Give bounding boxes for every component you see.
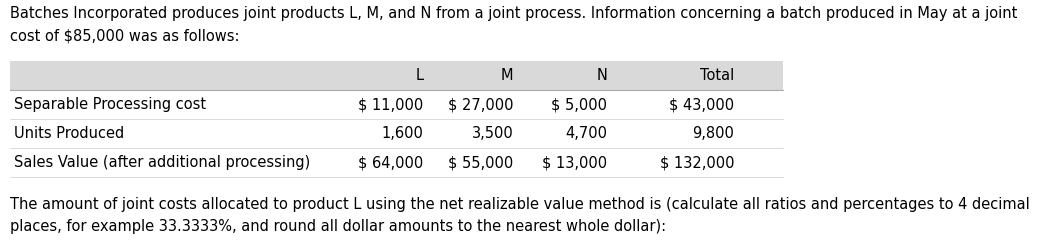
Text: The amount of joint costs allocated to product L using the net realizable value : The amount of joint costs allocated to p… [9,197,1029,234]
Text: Separable Processing cost: Separable Processing cost [14,97,206,112]
Text: 3,500: 3,500 [471,126,514,141]
FancyBboxPatch shape [9,61,784,90]
Text: $ 27,000: $ 27,000 [448,97,514,112]
Text: 9,800: 9,800 [693,126,735,141]
Text: $ 64,000: $ 64,000 [357,155,423,170]
Text: M: M [501,68,514,83]
Text: $ 13,000: $ 13,000 [542,155,607,170]
Text: Total: Total [700,68,735,83]
Text: Batches Incorporated produces joint products L, M, and N from a joint process. I: Batches Incorporated produces joint prod… [9,6,1017,43]
Text: N: N [596,68,607,83]
Text: $ 5,000: $ 5,000 [551,97,607,112]
Text: $ 55,000: $ 55,000 [448,155,514,170]
Text: $ 43,000: $ 43,000 [669,97,735,112]
Text: $ 132,000: $ 132,000 [660,155,735,170]
Text: 1,600: 1,600 [381,126,423,141]
Text: $ 11,000: $ 11,000 [357,97,423,112]
Text: Units Produced: Units Produced [14,126,124,141]
Text: 4,700: 4,700 [566,126,607,141]
Text: Sales Value (after additional processing): Sales Value (after additional processing… [14,155,309,170]
Text: L: L [415,68,423,83]
